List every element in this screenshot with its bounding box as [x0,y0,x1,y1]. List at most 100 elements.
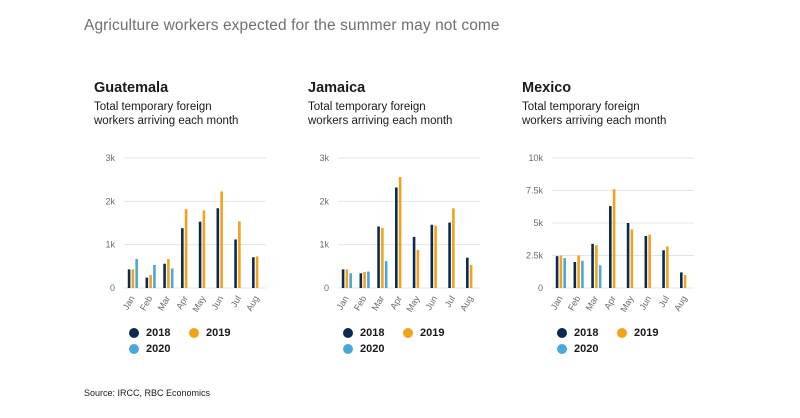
bar-2020-mar [170,268,174,288]
x-tick-label: Apr [388,294,404,311]
x-tick-label: Jun [423,294,439,312]
bar-2018-mar [163,263,166,288]
chart-panel-jamaica: Jamaica Total temporary foreign workers … [308,80,508,370]
legend-swatch-2019 [403,328,413,338]
y-tick-label: 5k [533,218,543,228]
x-tick-label: Aug [244,294,261,313]
chart-title: Mexico [522,80,572,96]
bar-2019-mar [167,258,170,288]
bar-2019-jul [238,221,241,288]
bar-2018-jan [341,269,345,288]
chart-subtitle: Total temporary foreign workers arriving… [308,101,453,127]
legend-swatch-2018 [557,328,567,338]
bar-2020-feb [367,271,370,288]
bar-2018-jun [216,208,220,288]
bar-2018-jul [448,222,451,288]
bar-2020-jan [349,273,352,288]
bar-2018-mar [591,243,594,288]
bar-2020-jan [563,258,566,288]
y-tick-label: 2k [319,196,329,206]
y-tick-label: 7.5k [526,186,544,196]
x-tick-label: Jan [121,294,137,312]
legend-item-2018: 2018 [129,327,170,339]
bar-2018-jul [234,239,237,288]
bar-2019-feb [149,275,152,288]
bar-2018-jun [430,224,434,288]
bar-2019-aug [469,265,473,288]
x-tick-label: Jun [637,294,653,312]
legend-label: 2018 [360,327,385,339]
bar-2018-apr [395,187,398,288]
x-tick-label: Jul [443,294,457,309]
bar-2019-aug [683,275,687,288]
legend-swatch-2019 [189,328,199,338]
bar-2018-apr [609,206,612,288]
chart-title: Jamaica [308,80,366,96]
legend-swatch-2020 [129,344,139,354]
x-tick-label: Feb [352,294,368,312]
legend-swatch-2020 [557,344,567,354]
bar-2018-feb [573,262,577,288]
legend-label: 2019 [206,327,231,339]
source-note: Source: IRCC, RBC Economics [84,388,211,398]
bar-2018-mar [377,226,380,288]
chart-title: Guatemala [94,80,169,96]
y-tick-label: 0 [538,283,543,293]
chart-subtitle: Total temporary foreign workers arriving… [522,101,667,127]
legend-label: 2020 [360,343,385,355]
legend-label: 2019 [420,327,445,339]
x-tick-label: May [618,294,635,314]
bar-2020-mar [384,261,388,288]
bar-2019-may [202,210,206,288]
chart-panel-mexico: Mexico Total temporary foreign workers a… [522,80,722,370]
bar-2019-may [416,249,420,288]
legend-item-2019: 2019 [617,327,658,339]
bar-2019-apr [612,189,616,288]
legend-item-2020: 2020 [343,343,384,355]
page-title: Agriculture workers expected for the sum… [84,17,500,34]
bar-2019-feb [577,255,580,288]
bar-2018-jan [555,256,559,288]
legend-swatch-2018 [343,328,353,338]
legend-item-2018: 2018 [557,327,598,339]
x-tick-label: Jul [657,294,671,309]
legend-label: 2019 [634,327,659,339]
legend-swatch-2018 [129,328,139,338]
bar-2018-may [626,223,630,288]
y-tick-label: 0 [110,283,115,293]
bar-chart-jamaica: 0 1k 2k 3k Jan Feb Mar Apr May Jun Jul Aug [319,153,480,314]
bar-2019-jun [648,234,651,288]
bar-2019-aug [255,256,259,288]
legend-item-2020: 2020 [557,343,598,355]
legend-label: 2020 [146,343,171,355]
x-tick-label: May [190,294,207,314]
bar-2018-jul [662,250,665,288]
bar-2019-may [630,229,634,288]
x-tick-label: Aug [672,294,689,313]
bar-2018-aug [466,257,469,288]
chart-panel-guatemala: Guatemala Total temporary foreign worker… [94,80,294,370]
bar-2020-jan [135,258,138,288]
bar-2018-apr [181,228,184,288]
bar-2019-feb [363,271,366,288]
bar-2018-may [412,236,416,288]
y-tick-label: 2k [105,196,115,206]
x-tick-label: Mar [370,294,386,312]
x-tick-label: Feb [566,294,582,312]
chart-subtitle: Total temporary foreign workers arriving… [94,101,239,127]
bar-2019-jan [131,269,135,288]
bar-2020-feb [581,260,584,288]
bar-2019-jan [559,255,563,288]
x-tick-label: Jan [335,294,351,312]
bar-2018-jan [127,269,131,288]
x-tick-label: Apr [602,294,618,311]
legend-item-2019: 2019 [403,327,444,339]
y-tick-label: 3k [319,153,329,163]
bar-2018-aug [680,272,683,288]
x-tick-label: Apr [174,294,190,311]
y-tick-label: 1k [105,240,115,250]
legend-item-2020: 2020 [129,343,170,355]
bar-2018-aug [252,257,255,288]
x-tick-label: Mar [584,294,600,312]
legend-swatch-2019 [617,328,627,338]
